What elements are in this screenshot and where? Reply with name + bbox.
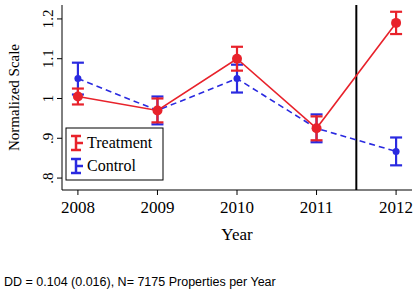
- legend-symbol: [71, 158, 81, 161]
- error-cap: [72, 87, 84, 89]
- error-cap: [151, 97, 163, 99]
- error-cap: [231, 91, 243, 93]
- error-cap: [390, 136, 402, 138]
- error-cap: [231, 70, 243, 72]
- legend-symbol: [71, 172, 81, 175]
- x-tick: [237, 190, 238, 195]
- y-axis: [62, 5, 63, 190]
- point: [234, 75, 241, 82]
- error-cap: [151, 121, 163, 123]
- point: [312, 123, 322, 133]
- error-bar: [311, 116, 323, 140]
- y-tick-label: .8: [40, 172, 56, 183]
- error-cap: [151, 95, 163, 97]
- error-cap: [72, 62, 84, 64]
- y-tick: [57, 178, 62, 179]
- legend: Treatment Control: [66, 128, 163, 180]
- y-tick-label: 1: [40, 95, 56, 103]
- legend-symbol: [71, 135, 81, 138]
- y-tick-label: 1.2: [40, 10, 56, 29]
- x-tick-label: 2010: [220, 198, 254, 217]
- series-line: [78, 23, 396, 128]
- caption: DD = 0.104 (0.016), N= 7175 Properties p…: [4, 275, 276, 289]
- y-tick: [57, 138, 62, 139]
- error-bar: [72, 89, 84, 105]
- point: [232, 54, 242, 64]
- y-tick-label: 1.1: [40, 49, 56, 68]
- error-cap: [231, 46, 243, 48]
- legend-symbol: [76, 142, 83, 145]
- error-cap: [390, 11, 402, 13]
- x-tick: [316, 190, 317, 195]
- error-bar: [311, 114, 323, 142]
- legend-symbol: [71, 149, 81, 152]
- error-cap: [390, 33, 402, 35]
- error-cap: [72, 103, 84, 105]
- x-tick-label: 2011: [300, 198, 333, 217]
- y-tick: [57, 18, 62, 19]
- point: [74, 75, 81, 82]
- error-cap: [390, 164, 402, 166]
- error-cap: [311, 139, 323, 141]
- error-cap: [311, 141, 323, 143]
- x-tick-label: 2008: [61, 198, 95, 217]
- y-axis-label: Normalized Scale: [6, 44, 22, 151]
- error-bar: [151, 98, 163, 122]
- x-tick-label: 2012: [379, 198, 413, 217]
- legend-box: [66, 128, 163, 180]
- vertical-line: [355, 5, 357, 190]
- point: [393, 148, 400, 155]
- y-tick: [57, 98, 62, 99]
- legend-symbol: [76, 165, 83, 168]
- error-cap: [151, 123, 163, 125]
- x-tick: [396, 190, 397, 195]
- error-cap: [311, 115, 323, 117]
- error-bar: [231, 47, 243, 71]
- legend-label: Control: [87, 157, 136, 174]
- error-cap: [311, 113, 323, 115]
- chart: .8 .9 1 1.1 1.2 2008 2009 2010 2011 2012 Year Norma…: [0, 0, 415, 301]
- x-tick: [157, 190, 158, 195]
- point: [73, 92, 83, 102]
- x-tick-label: 2009: [140, 198, 174, 217]
- y-tick: [57, 58, 62, 59]
- plot-area: [72, 5, 402, 190]
- x-tick: [77, 190, 78, 195]
- x-axis-label: Year: [221, 225, 253, 244]
- error-bar: [390, 12, 402, 34]
- y-tick-label: .9: [40, 133, 56, 144]
- error-bar: [390, 137, 402, 165]
- legend-label: Treatment: [87, 134, 153, 151]
- point: [391, 18, 401, 28]
- error-bar: [151, 97, 163, 125]
- point: [152, 105, 162, 115]
